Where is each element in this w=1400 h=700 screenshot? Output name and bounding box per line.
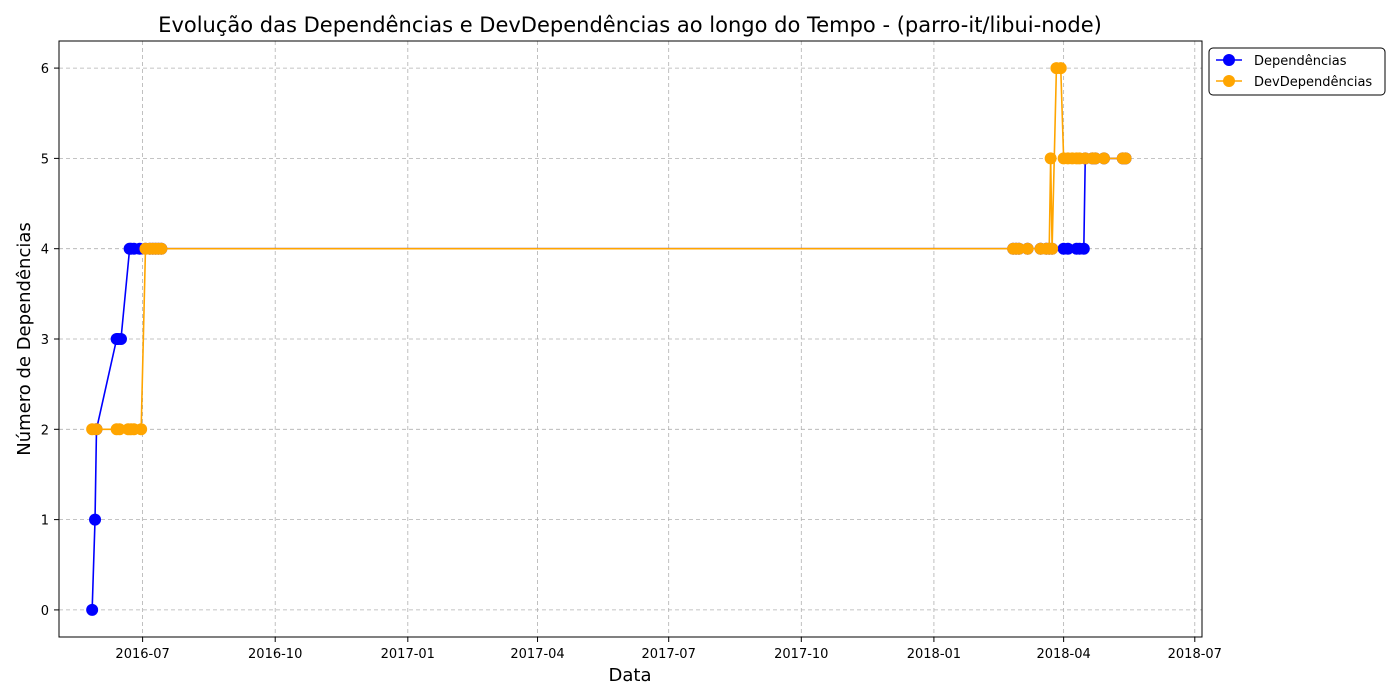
- data-point: [155, 242, 168, 255]
- grid: [59, 41, 1202, 637]
- series-line: [91, 157, 1126, 610]
- y-axis-label: Número de Dependências: [14, 222, 35, 456]
- legend-label-dependencias: Dependências: [1254, 54, 1347, 69]
- y-axis: 0 1 2 3 4 5 6: [41, 62, 59, 619]
- x-axis-label: Data: [609, 665, 652, 686]
- data-point: [1097, 152, 1110, 165]
- series-devdependencias: [86, 62, 1132, 436]
- legend-box: [1208, 47, 1386, 96]
- chart-title: Evolução das Dependências e DevDependênc…: [158, 13, 1102, 37]
- y-tick-label: 2: [41, 423, 49, 438]
- series-layer: [86, 62, 1132, 616]
- data-point: [1044, 152, 1057, 165]
- data-point: [86, 603, 99, 616]
- data-point: [1077, 242, 1090, 255]
- legend-label-devdependencias: DevDependências: [1254, 75, 1372, 90]
- y-tick-label: 4: [41, 243, 49, 258]
- x-tick-label: 2017-01: [381, 647, 435, 662]
- data-point: [90, 423, 103, 436]
- y-tick-label: 1: [41, 514, 49, 529]
- data-point: [1054, 62, 1067, 75]
- x-tick-label: 2016-07: [115, 647, 169, 662]
- data-point: [114, 333, 127, 345]
- data-point: [1012, 242, 1025, 255]
- data-point: [1119, 152, 1132, 165]
- data-point: [89, 513, 102, 526]
- y-tick-label: 5: [41, 152, 49, 167]
- data-point: [1046, 242, 1059, 255]
- x-tick-label: 2017-10: [774, 647, 828, 662]
- x-tick-label: 2018-01: [907, 647, 961, 662]
- x-tick-label: 2016-10: [248, 647, 302, 662]
- data-point: [1021, 242, 1034, 255]
- y-tick-label: 6: [41, 62, 49, 77]
- series-line: [92, 67, 1126, 431]
- data-point: [113, 423, 126, 436]
- x-tick-label: 2018-04: [1036, 647, 1090, 662]
- legend-marker-devdependencias: [1223, 75, 1235, 87]
- legend: Dependências DevDependências: [1208, 47, 1386, 96]
- series-dependencias: [86, 152, 1132, 616]
- legend-marker-dependencias: [1223, 54, 1235, 66]
- x-axis: 2016-07 2016-10 2017-01 2017-04 2017-07 2017-…: [115, 637, 1222, 662]
- y-tick-label: 0: [41, 604, 49, 619]
- data-point: [1061, 242, 1074, 255]
- x-tick-label: 2018-07: [1168, 647, 1222, 662]
- x-tick-label: 2017-04: [510, 647, 564, 662]
- data-point: [1089, 152, 1102, 165]
- x-tick-label: 2017-07: [642, 647, 696, 662]
- data-point: [135, 423, 148, 436]
- y-tick-label: 3: [41, 333, 49, 348]
